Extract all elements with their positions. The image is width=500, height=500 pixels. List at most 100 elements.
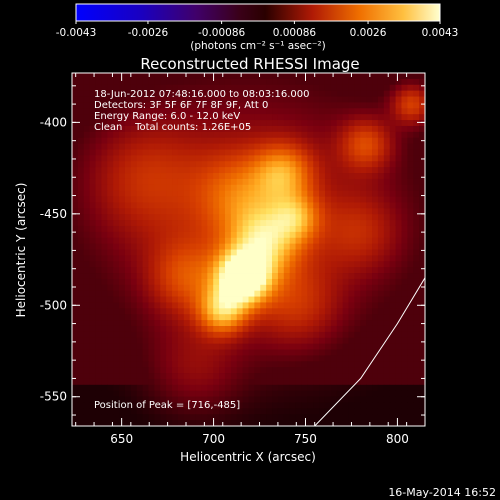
heatmap-cell	[177, 108, 185, 115]
heatmap-cell	[366, 225, 373, 233]
heatmap-cell	[148, 325, 155, 333]
heatmap-cell	[354, 161, 361, 168]
heatmap-cell	[242, 167, 249, 174]
heatmap-cell	[83, 196, 91, 203]
heatmap-cell	[360, 325, 367, 333]
heatmap-cell	[313, 155, 320, 162]
heatmap-cell	[336, 161, 344, 168]
heatmap-cell	[419, 325, 425, 333]
heatmap-cell	[219, 225, 226, 233]
heatmap-cell	[224, 137, 232, 144]
heatmap-cell	[207, 125, 214, 133]
heatmap-cell	[283, 273, 291, 280]
heatmap-cell	[201, 390, 208, 397]
heatmap-cell	[77, 331, 85, 339]
heatmap-cell	[89, 208, 96, 215]
heatmap-cell	[360, 314, 367, 321]
heatmap-cell	[283, 408, 291, 415]
heatmap-cell	[307, 290, 314, 297]
heatmap-cell	[413, 361, 420, 368]
heatmap-cell	[289, 408, 296, 415]
heatmap-cell	[348, 131, 355, 139]
heatmap-cell	[342, 143, 349, 150]
heatmap-cell	[266, 178, 273, 186]
heatmap-cell	[95, 337, 102, 345]
heatmap-cell	[119, 320, 126, 327]
heatmap-cell	[95, 355, 102, 362]
heatmap-cell	[213, 78, 220, 86]
heatmap-cell	[348, 325, 355, 333]
heatmap-cell	[107, 149, 114, 156]
heatmap-cell	[389, 102, 396, 109]
heatmap-cell	[107, 420, 114, 426]
heatmap-cell	[266, 202, 273, 209]
heatmap-cell	[130, 255, 138, 262]
heatmap-cell	[154, 308, 161, 315]
heatmap-cell	[242, 202, 249, 209]
heatmap-cell	[160, 278, 167, 286]
heatmap-cell	[383, 196, 391, 203]
solar-limb-line	[314, 277, 425, 426]
heatmap-cell	[254, 290, 261, 297]
heatmap-cell	[207, 355, 214, 362]
heatmap-cell	[130, 96, 138, 103]
heatmap-cell	[413, 202, 420, 209]
heatmap-cell	[413, 84, 420, 92]
heatmap-cell	[201, 78, 208, 86]
heatmap-cell	[254, 73, 261, 80]
heatmap-cell	[301, 373, 308, 380]
heatmap-cell	[283, 337, 291, 345]
heatmap-cell	[236, 331, 244, 339]
heatmap-cell	[377, 243, 385, 250]
heatmap-cell	[160, 237, 167, 245]
heatmap-cell	[142, 231, 149, 239]
heatmap-cell	[113, 331, 120, 339]
heatmap-cell	[419, 208, 425, 215]
heatmap-cell	[354, 320, 361, 327]
heatmap-cell	[136, 337, 143, 345]
heatmap-cell	[242, 325, 249, 333]
heatmap-cell	[301, 214, 308, 221]
heatmap-cell	[348, 267, 355, 274]
heatmap-cell	[101, 131, 108, 139]
heatmap-cell	[395, 349, 402, 356]
heatmap-cell	[148, 178, 155, 186]
heatmap-cell	[107, 384, 114, 392]
heatmap-cell	[154, 296, 161, 303]
heatmap-cell	[366, 373, 373, 380]
heatmap-cell	[366, 202, 373, 209]
heatmap-cell	[401, 143, 408, 150]
heatmap-cell	[266, 273, 273, 280]
heatmap-cell	[313, 125, 320, 133]
heatmap-cell	[389, 325, 396, 333]
heatmap-cell	[95, 125, 102, 133]
heatmap-cell	[77, 102, 85, 109]
heatmap-cell	[113, 108, 120, 115]
heatmap-cell	[83, 143, 91, 150]
heatmap-cell	[360, 396, 367, 403]
heatmap-cell	[136, 208, 143, 215]
heatmap-cell	[136, 361, 143, 368]
heatmap-cell	[119, 355, 126, 362]
heatmap-cell	[283, 149, 291, 156]
heatmap-cell	[177, 261, 185, 268]
heatmap-cell	[342, 131, 349, 139]
heatmap-cell	[401, 267, 408, 274]
heatmap-cell	[389, 184, 396, 192]
heatmap-cell	[336, 131, 344, 139]
heatmap-cell	[419, 284, 425, 292]
heatmap-cell	[324, 296, 332, 303]
heatmap-cell	[389, 367, 396, 374]
heatmap-cell	[395, 314, 402, 321]
creation-date: 16-May-2014 16:52	[388, 486, 496, 499]
heatmap-cell	[301, 355, 308, 362]
heatmap-cell	[372, 414, 379, 421]
heatmap-cell	[348, 225, 355, 233]
heatmap-cell	[154, 102, 161, 109]
heatmap-cell	[101, 114, 108, 121]
heatmap-cell	[242, 131, 249, 139]
heatmap-cell	[101, 78, 108, 86]
heatmap-cell	[301, 202, 308, 209]
heatmap-cell	[142, 402, 149, 409]
heatmap-cell	[313, 161, 320, 168]
